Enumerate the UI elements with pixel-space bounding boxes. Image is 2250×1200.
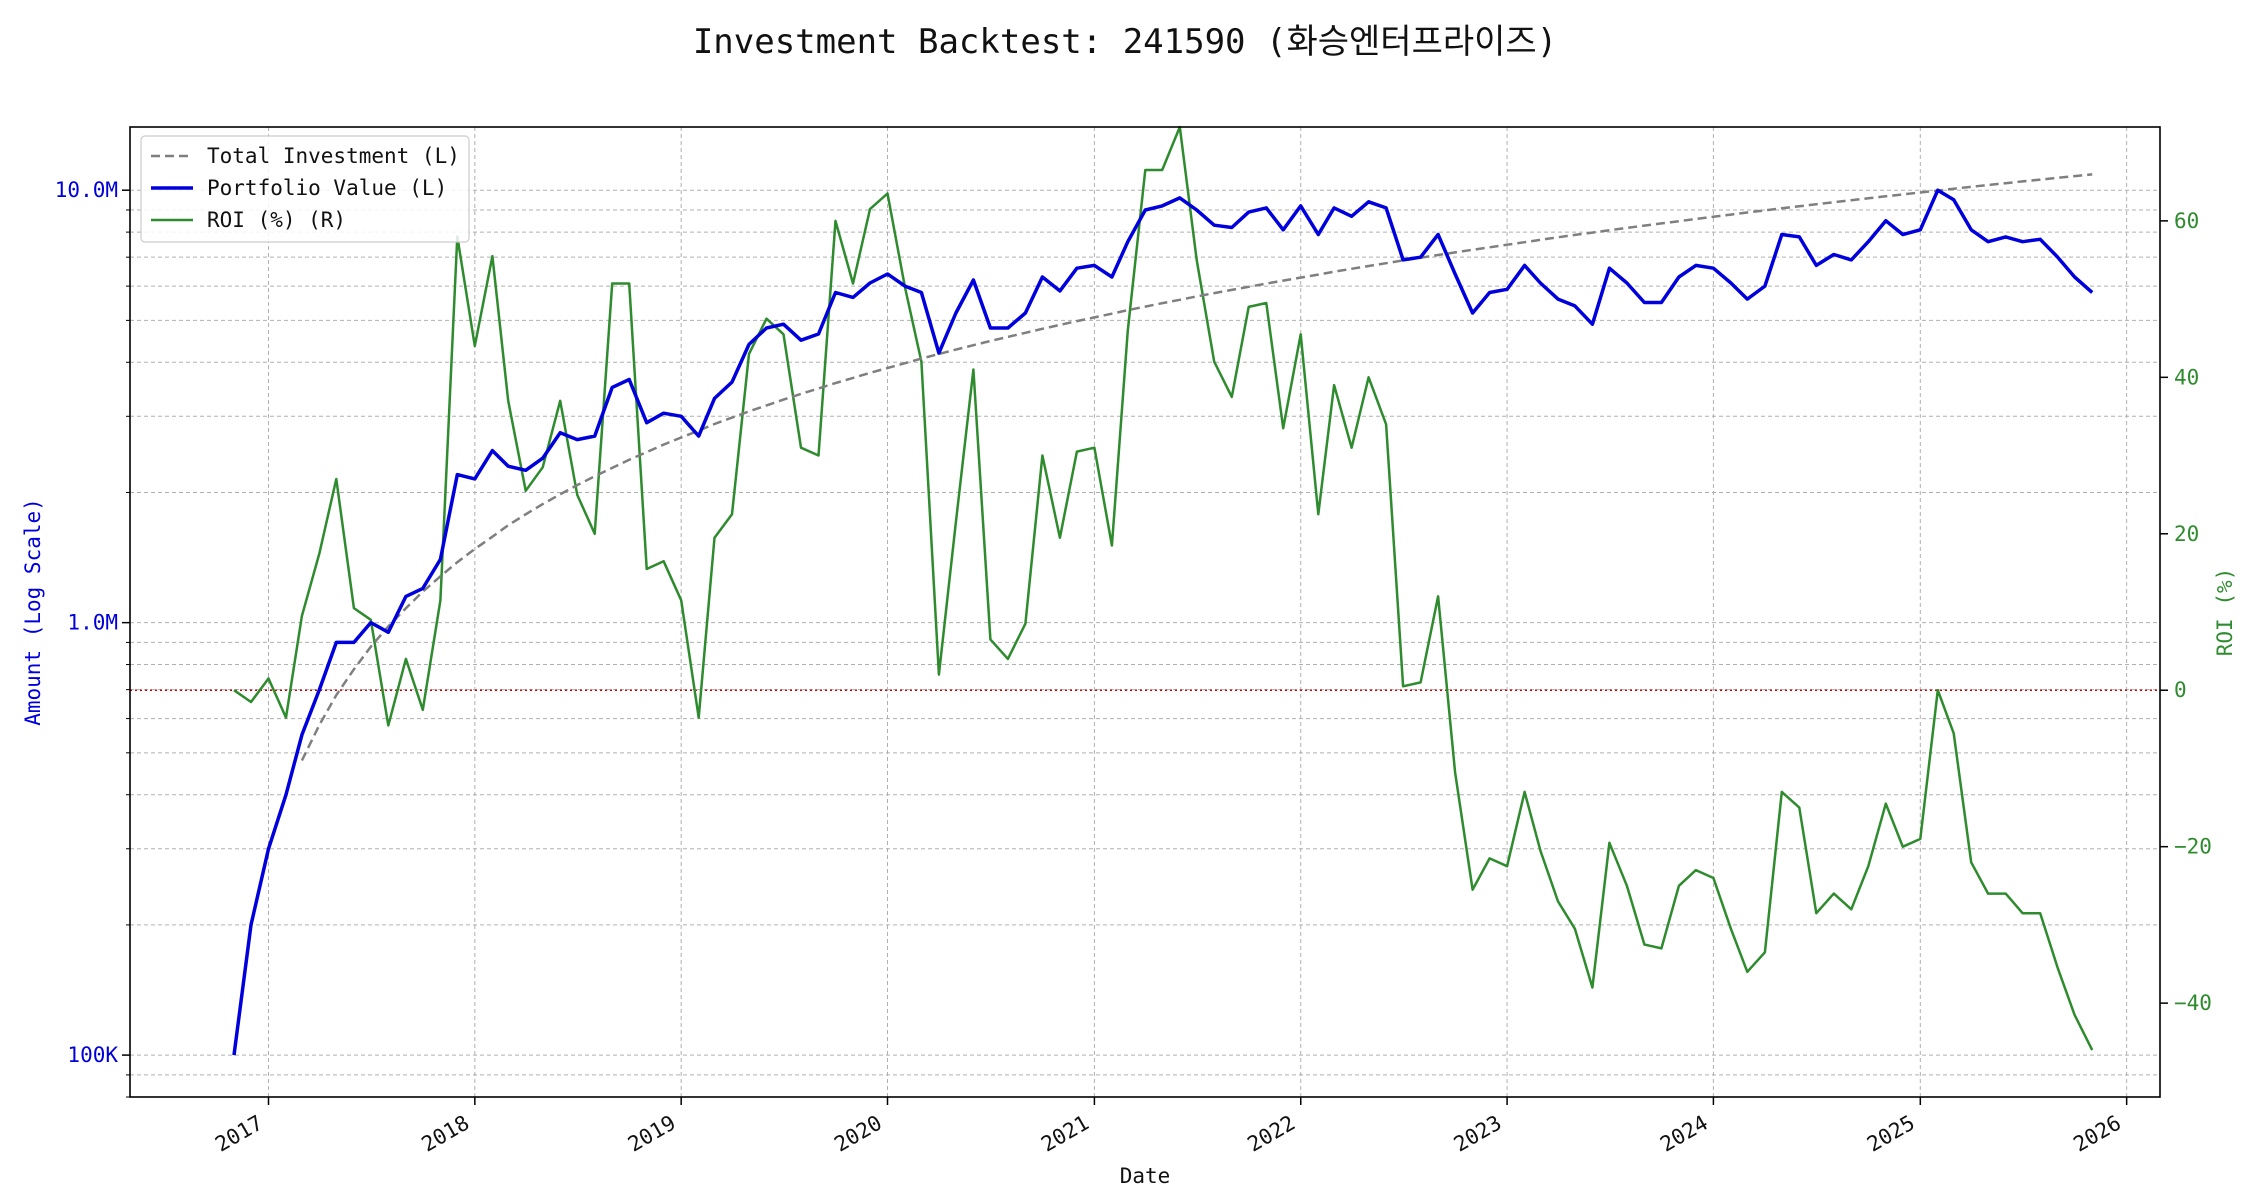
- x-axis: 2017 2018 2019 2020 2021 2022 2023 2024 2025 2026: [211, 1097, 2128, 1157]
- x-tick-label: 2023: [1450, 1111, 1506, 1157]
- x-tick-label: 2025: [1863, 1111, 1919, 1157]
- left-y-axis: 100K 1.0M 10.0M: [55, 178, 130, 1098]
- x-tick-label: 2017: [211, 1111, 267, 1157]
- y-right-tick-label: 20: [2174, 522, 2199, 546]
- y-right-tick-label: −20: [2174, 835, 2212, 859]
- x-tick-label: 2018: [418, 1111, 474, 1157]
- x-tick-label: 2026: [2069, 1111, 2125, 1157]
- x-tick-label: 2024: [1656, 1111, 1712, 1157]
- y-right-tick-label: −40: [2174, 991, 2212, 1015]
- x-axis-title: Date: [1120, 1164, 1171, 1188]
- x-tick-label: 2019: [624, 1111, 680, 1157]
- y-left-tick-label: 10.0M: [55, 178, 118, 202]
- y-left-tick-label: 100K: [67, 1043, 118, 1067]
- y-left-tick-label: 1.0M: [67, 611, 118, 635]
- x-tick-label: 2020: [830, 1111, 886, 1157]
- grid: [130, 127, 2160, 1098]
- series-line-total-investment-l: [300, 173, 2093, 762]
- series-line-roi-r: [233, 125, 2094, 1051]
- legend-box: [140, 135, 470, 243]
- series-line-portfolio-value-l: [232, 188, 2094, 1056]
- x-tick-label: 2021: [1037, 1111, 1093, 1157]
- legend-label: ROI (%) (R): [207, 208, 346, 232]
- y-right-tick-label: 0: [2174, 678, 2187, 702]
- legend: Total Investment (L) Portfolio Value (L) R…: [140, 135, 470, 243]
- y-right-tick-label: 40: [2174, 365, 2199, 389]
- y-right-tick-label: 60: [2174, 209, 2199, 233]
- series-lines: [232, 125, 2094, 1056]
- chart-title: Investment Backtest: 241590 (화승엔터프라이즈): [692, 22, 1558, 62]
- x-tick-label: 2022: [1243, 1111, 1299, 1157]
- legend-label: Portfolio Value (L): [207, 176, 447, 200]
- right-y-axis: −40 −20 0 20 40 60: [2160, 209, 2212, 1015]
- plot-area-frame: [129, 126, 2161, 1098]
- left-y-axis-title: Amount (Log Scale): [21, 498, 45, 726]
- legend-label: Total Investment (L): [207, 144, 460, 168]
- right-y-axis-title: ROI (%): [2213, 568, 2237, 657]
